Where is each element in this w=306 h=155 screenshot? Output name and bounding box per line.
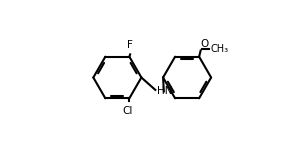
Text: Cl: Cl — [123, 106, 133, 116]
Text: F: F — [127, 40, 133, 51]
Text: CH₃: CH₃ — [211, 44, 229, 54]
Text: O: O — [201, 39, 209, 49]
Text: HN: HN — [157, 86, 172, 96]
